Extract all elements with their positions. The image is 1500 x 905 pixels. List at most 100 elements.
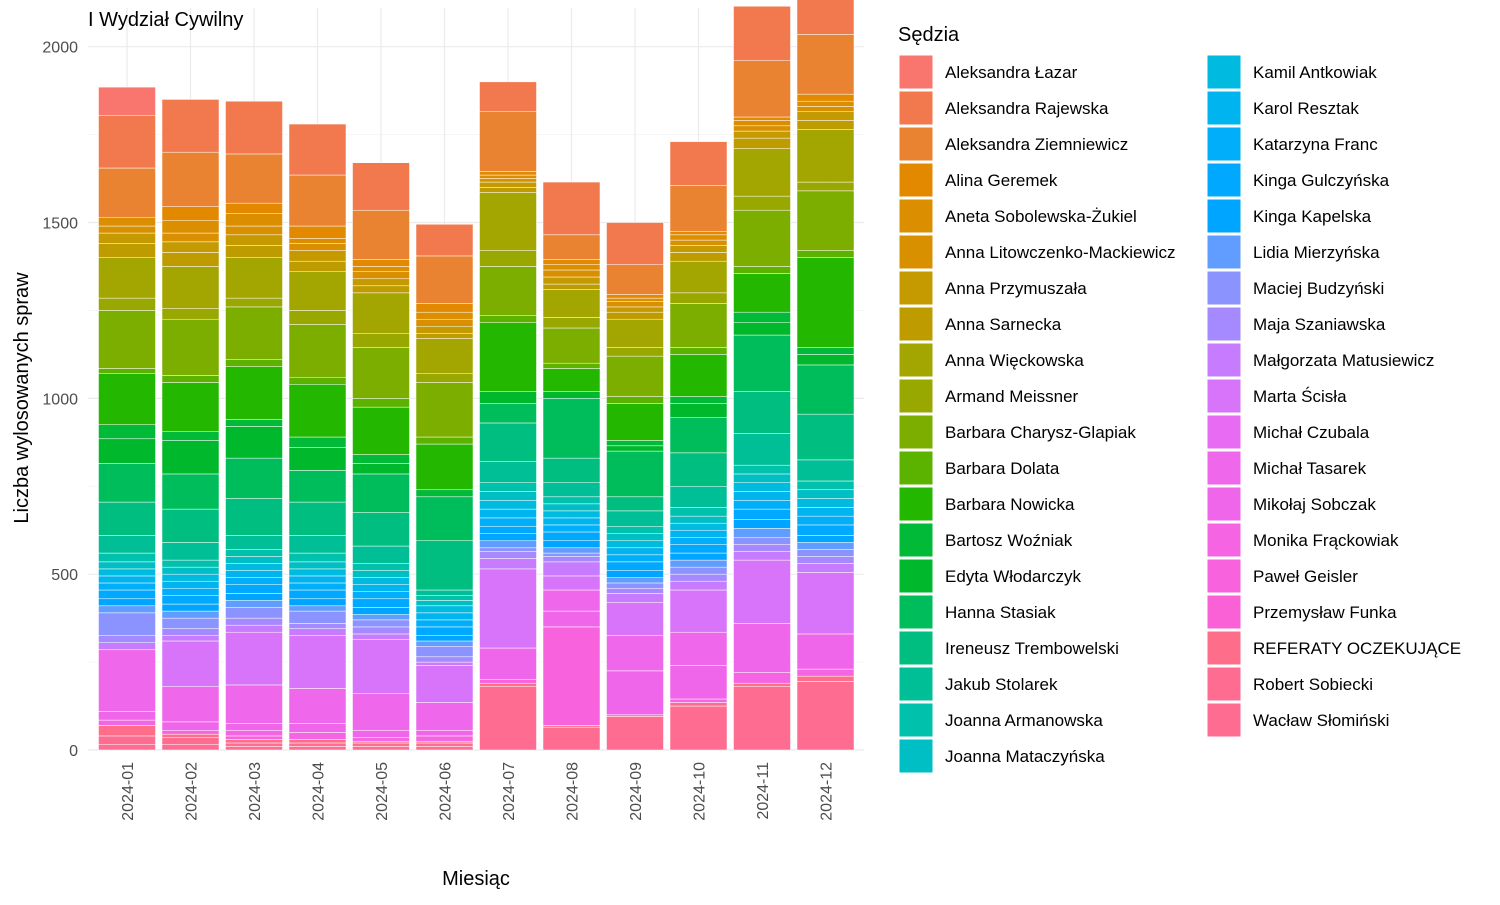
bar-segment (606, 347, 664, 357)
legend-key (1206, 342, 1242, 378)
bar-segment (161, 220, 220, 234)
bar-segment (669, 536, 728, 545)
bar-segment (161, 721, 220, 731)
bar-segment (98, 232, 156, 244)
bar-segment (479, 111, 537, 172)
bar-segment (161, 99, 220, 153)
bar-segment (479, 322, 537, 392)
bar-segment (161, 744, 220, 751)
bar-segment (542, 259, 601, 265)
bar-segment (606, 294, 664, 299)
bar-segment (479, 482, 537, 492)
bar-segment (796, 681, 855, 751)
bar-segment (479, 533, 537, 542)
bar-segment (161, 610, 220, 619)
bar-segment (796, 93, 855, 102)
bar-segment (98, 225, 156, 234)
bar-segment (669, 705, 728, 751)
legend-key (898, 738, 934, 774)
bar-segment (288, 568, 347, 577)
bar-segment (733, 528, 791, 538)
bar-segment (225, 366, 283, 420)
bar-segment (288, 174, 347, 227)
bar-segment (733, 464, 791, 475)
bar-segment (98, 642, 156, 651)
x-tick-label: 2024-04 (311, 762, 328, 821)
bar-segment (98, 167, 156, 218)
bar-segment (98, 605, 156, 614)
legend-label: Anna Litowczenko-Mackiewicz (945, 243, 1176, 262)
x-tick-label: 2024-10 (692, 762, 709, 821)
bar-segment (225, 684, 283, 724)
bar-segment (288, 623, 347, 629)
bar-segment (669, 702, 728, 707)
bar-segment (225, 570, 283, 578)
bar-segment (352, 742, 410, 747)
bar-segment (796, 250, 855, 258)
legend: Sędzia Aleksandra Łazar Aleksandra Rajews… (898, 24, 1461, 774)
bar-segment (733, 195, 791, 211)
bar-segment (225, 600, 283, 608)
bar-segment (669, 260, 728, 294)
bar-segment (796, 556, 855, 564)
bar-segment (542, 289, 601, 318)
bar-segment (542, 517, 601, 526)
bar-segment (479, 679, 537, 684)
bar-segment (415, 640, 474, 647)
bar-segment (288, 470, 347, 503)
bar-segment (161, 737, 220, 745)
bar-segment (98, 424, 156, 440)
y-tick-label: 1000 (42, 391, 78, 408)
bar-segment (796, 633, 855, 670)
bar-segment (352, 693, 410, 731)
bar-segment (225, 577, 283, 585)
bar-segment (606, 714, 664, 717)
x-tick-label: 2024-12 (819, 762, 836, 821)
bar-segment (415, 730, 474, 737)
bar-segment (606, 297, 664, 302)
bar-segment (669, 573, 728, 582)
legend-key (1206, 90, 1242, 126)
bar-segment (415, 702, 474, 731)
bar-segment (606, 593, 664, 603)
bar-segment (542, 510, 601, 519)
bar-segment (225, 457, 283, 499)
bar-segment (352, 577, 410, 585)
bar-segment (733, 623, 791, 673)
bar-segment (669, 698, 728, 703)
bar-segment (669, 292, 728, 304)
bar-segment (542, 482, 601, 498)
bar-segment (98, 589, 156, 600)
legend-key (898, 54, 934, 90)
bar-segment (98, 463, 156, 503)
bar-segment (606, 533, 664, 542)
bar-segment (669, 552, 728, 561)
legend-key (1206, 378, 1242, 414)
bar-segment (542, 556, 601, 563)
bar-segment (352, 347, 410, 399)
bar-segment (733, 473, 791, 483)
bar-segment (288, 271, 347, 311)
bar-segment (606, 716, 664, 751)
bar-segment (161, 241, 220, 253)
bar-segment (98, 86, 156, 116)
bars (98, 0, 855, 751)
bar-segment (542, 725, 601, 728)
legend-label: Barbara Nowicka (945, 495, 1075, 514)
bar-segment (415, 338, 474, 374)
legend-key (898, 630, 934, 666)
bar-segment (669, 403, 728, 418)
legend-label: REFERATY OCZEKUJĄCE (1253, 639, 1461, 658)
bar-segment (606, 561, 664, 571)
bar-segment (288, 582, 347, 591)
bar-segment (733, 519, 791, 529)
bar-segment (98, 501, 156, 536)
bar-segment (288, 260, 347, 272)
bar-segment (225, 631, 283, 686)
legend-key (898, 342, 934, 378)
bar-segment (669, 515, 728, 524)
bar-segment (796, 354, 855, 366)
bar-segment (542, 457, 601, 483)
bar-segment (796, 542, 855, 550)
bar-segment (796, 563, 855, 573)
